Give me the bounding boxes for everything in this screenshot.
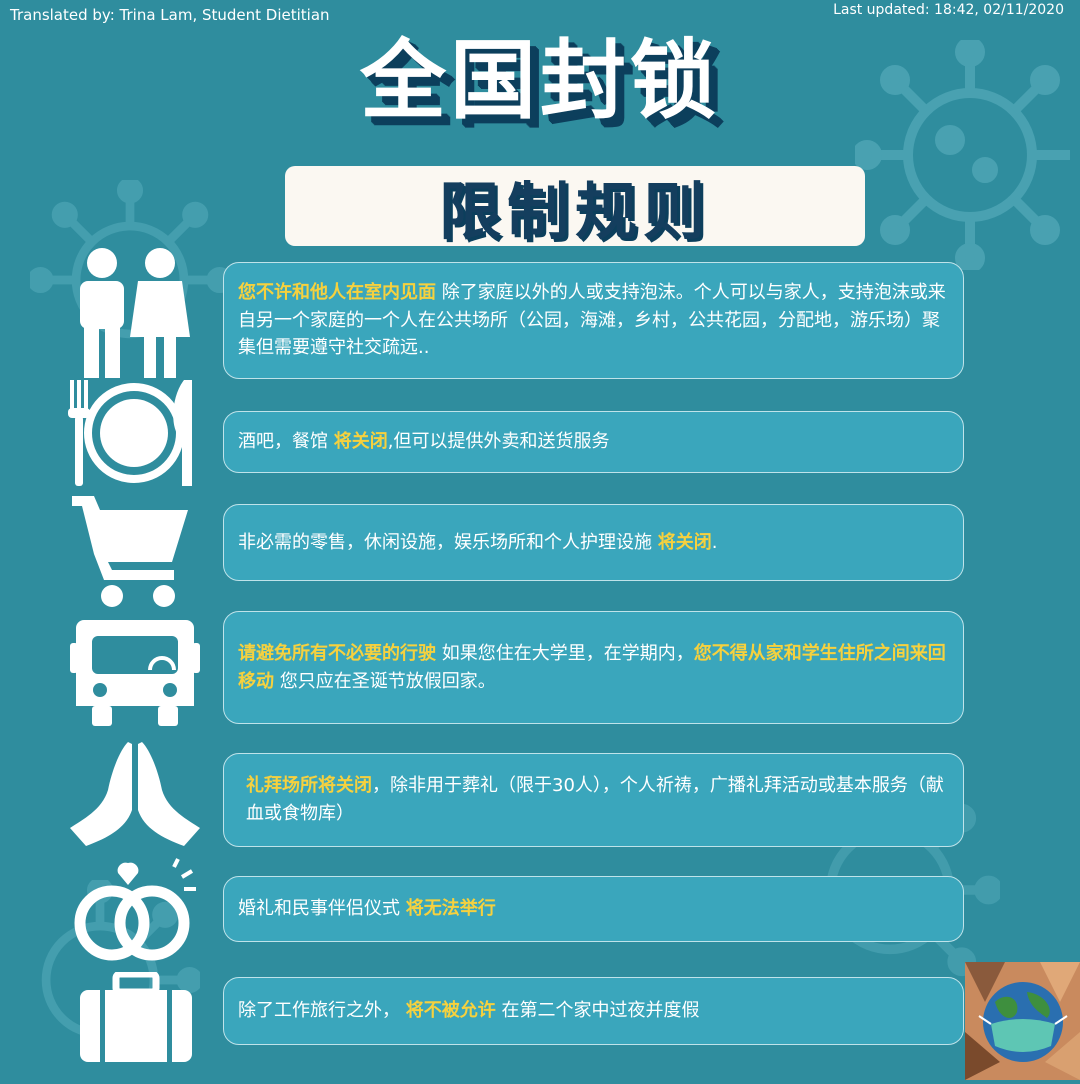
rule-highlight: 您不许和他人在室内见面	[238, 281, 436, 303]
rule-text: 除了家庭以外的人或支持泡沫。个人可以与家人，支持泡沫或来自另一个家庭的一个人在公…	[238, 281, 946, 359]
rule-card-holidays: 除了工作旅行之外， 将不被允许 在第二个家中过夜并度假	[223, 977, 964, 1045]
shopping-cart-icon	[72, 492, 190, 610]
rule-text: ，除非用于葬礼（限于30人），个人祈祷，广播礼拜活动或基本服务（献血或食物库）	[246, 775, 944, 824]
rule-text: 非必需的零售，休闲设施，娱乐场所和个人护理设施	[238, 531, 658, 553]
rule-text: ,但可以提供外卖和送货服务	[387, 431, 610, 453]
wedding-rings-icon	[70, 855, 200, 965]
rule-card-travel: 请避免所有不必要的行驶 如果您住在大学里，在学期内，您不得从家和学生住所之间来回…	[223, 611, 964, 724]
rule-text: 婚礼和民事伴侣仪式	[238, 898, 406, 920]
rule-card-worship: 礼拜场所将关闭，除非用于葬礼（限于30人），个人祈祷，广播礼拜活动或基本服务（献…	[223, 753, 964, 847]
rule-highlight: 将关闭	[657, 531, 712, 553]
rule-card-pubs-restaurants: 酒吧，餐馆 将关闭,但可以提供外卖和送货服务	[223, 411, 964, 473]
last-updated: Last updated: 18:42, 02/11/2020	[833, 2, 1064, 18]
rule-highlight: 请避免所有不必要的行驶	[238, 642, 436, 664]
bus-icon	[70, 618, 200, 728]
subtitle-banner: 限制规则	[285, 166, 865, 248]
couple-icon	[72, 245, 192, 380]
rule-highlight: 礼拜场所将关闭	[246, 775, 372, 797]
rule-text: 如果您住在大学里，在学期内，	[436, 642, 694, 664]
rule-highlight: 将不被允许	[405, 1000, 496, 1022]
rule-highlight: 将无法举行	[405, 898, 496, 920]
rule-text: 您只应在圣诞节放假回家。	[274, 670, 496, 692]
rule-card-weddings: 婚礼和民事伴侣仪式 将无法举行	[223, 876, 964, 942]
rule-text: 酒吧，餐馆	[238, 431, 334, 453]
rule-text: 除了工作旅行之外，	[238, 1000, 406, 1022]
page-subtitle: 限制规则	[438, 175, 711, 248]
rule-card-meeting-indoors: 您不许和他人在室内见面 除了家庭以外的人或支持泡沫。个人可以与家人，支持泡沫或来…	[223, 262, 964, 379]
praying-hands-icon	[68, 740, 203, 848]
rule-text: 在第二个家中过夜并度假	[495, 1000, 700, 1022]
dining-icon	[62, 378, 202, 488]
rule-highlight: 将关闭	[333, 431, 388, 453]
rule-highlight: 您不得从家和学生住所之间来回移动	[238, 642, 946, 692]
page-title: 全国封锁	[360, 31, 720, 131]
translator-credit: Translated by: Trina Lam, Student Dietit…	[10, 6, 330, 24]
rule-card-retail: 非必需的零售，休闲设施，娱乐场所和个人护理设施 将关闭.	[223, 504, 964, 581]
suitcase-icon	[78, 972, 194, 1064]
earth-mask-logo	[965, 962, 1080, 1080]
rule-text: .	[711, 531, 718, 553]
